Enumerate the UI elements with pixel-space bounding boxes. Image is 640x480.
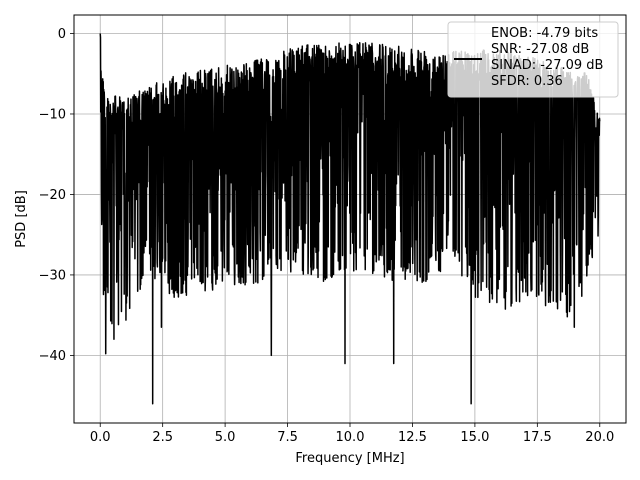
- legend-enob: ENOB: -4.79 bits: [491, 26, 598, 41]
- x-tick-label: 10.0: [336, 430, 365, 445]
- y-axis-label: PSD [dB]: [14, 190, 29, 248]
- x-tick-label: 2.5: [152, 430, 173, 445]
- y-tick-label: −40: [39, 349, 66, 364]
- y-tick-label: −20: [39, 188, 66, 203]
- legend-box: [447, 21, 619, 98]
- x-tick-label: 15.0: [460, 430, 489, 445]
- x-tick-label: 17.5: [523, 430, 552, 445]
- x-axis-label: Frequency [MHz]: [295, 451, 404, 466]
- y-tick-label: −10: [39, 107, 66, 122]
- y-tick-label: 0: [58, 27, 66, 42]
- x-tick-label: 12.5: [398, 430, 427, 445]
- x-tick-label: 7.5: [277, 430, 298, 445]
- legend: ENOB: -4.79 bits SNR: -27.08 dB SINAD: -…: [447, 21, 619, 98]
- psd-line: [99, 33, 601, 405]
- x-axis-ticks: 0.0 2.5 5.0 7.5 10.0 12.5 15.0 17.5 20.0: [90, 423, 614, 445]
- y-axis-ticks: 0 −10 −20 −30 −40: [39, 27, 74, 364]
- x-tick-label: 0.0: [90, 430, 111, 445]
- legend-snr: SNR: -27.08 dB: [491, 42, 589, 57]
- x-tick-label: 5.0: [215, 430, 236, 445]
- psd-series: [99, 33, 601, 405]
- legend-sinad: SINAD: -27.09 dB: [491, 58, 603, 73]
- y-tick-label: −30: [39, 268, 66, 283]
- x-tick-label: 20.0: [585, 430, 614, 445]
- legend-sfdr: SFDR: 0.36: [491, 74, 563, 89]
